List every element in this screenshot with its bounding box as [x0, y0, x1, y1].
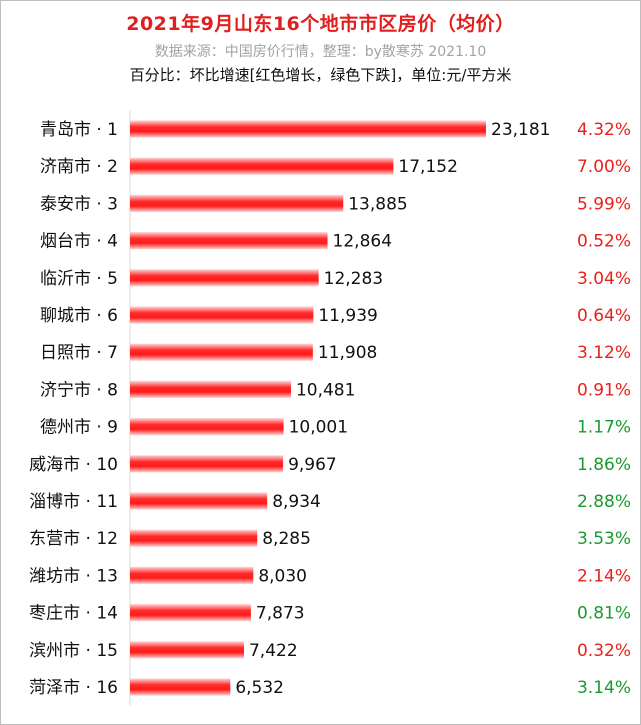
category-label: 济宁市 · 8 — [40, 380, 118, 400]
bar — [130, 529, 258, 547]
value-label: 9,967 — [288, 455, 337, 475]
percent-label: 1.17% — [577, 418, 631, 438]
category-label: 烟台市 · 4 — [40, 232, 118, 252]
percent-label: 5.99% — [577, 194, 631, 214]
percent-label: 0.81% — [577, 604, 631, 624]
category-label: 泰安市 · 3 — [40, 194, 118, 214]
value-label: 11,939 — [318, 306, 377, 326]
chart-subtitle: 数据来源：中国房价行情，整理：by散寒苏 2021.10 — [154, 44, 487, 60]
category-label: 青岛市 · 1 — [40, 120, 118, 140]
category-label: 枣庄市 · 14 — [29, 604, 118, 624]
percent-label: 0.32% — [577, 641, 631, 661]
value-label: 12,864 — [333, 232, 392, 252]
bar — [130, 566, 254, 584]
category-label: 日照市 · 7 — [40, 343, 118, 363]
category-label: 聊城市 · 6 — [40, 306, 118, 326]
percent-label: 0.52% — [577, 232, 631, 252]
category-label: 潍坊市 · 13 — [29, 566, 118, 586]
bar — [130, 269, 319, 287]
category-label: 淄博市 · 11 — [29, 492, 118, 512]
bar — [130, 418, 284, 436]
category-label: 威海市 · 10 — [29, 455, 118, 475]
bar — [130, 194, 344, 212]
value-label: 17,152 — [398, 157, 457, 177]
bar — [130, 306, 314, 324]
value-label: 8,285 — [262, 529, 311, 549]
percent-label: 7.00% — [577, 157, 631, 177]
category-label: 临沂市 · 5 — [40, 269, 118, 289]
bar — [130, 641, 244, 659]
value-label: 7,422 — [249, 641, 298, 661]
percent-label: 3.12% — [577, 343, 631, 363]
bar — [130, 232, 328, 250]
bar — [130, 157, 394, 175]
value-label: 8,030 — [258, 566, 307, 586]
value-label: 13,885 — [348, 194, 407, 214]
percent-label: 2.14% — [577, 566, 631, 586]
value-label: 8,934 — [272, 492, 321, 512]
bar — [130, 120, 486, 138]
bar — [130, 455, 284, 473]
percent-label: 0.91% — [577, 380, 631, 400]
bar — [130, 678, 231, 696]
value-label: 10,001 — [289, 418, 348, 438]
category-label: 滨州市 · 15 — [29, 641, 118, 661]
percent-label: 3.04% — [577, 269, 631, 289]
value-label: 23,181 — [491, 120, 550, 140]
chart-note: 百分比：坏比增速[红色增长，绿色下跌]，单位:元/平方米 — [129, 66, 512, 84]
percent-label: 3.53% — [577, 529, 631, 549]
category-label: 德州市 · 9 — [40, 418, 118, 438]
category-label: 东营市 · 12 — [29, 529, 118, 549]
percent-label: 4.32% — [577, 120, 631, 140]
bar — [130, 380, 291, 398]
percent-label: 2.88% — [577, 492, 631, 512]
value-label: 6,532 — [235, 678, 284, 698]
bar — [130, 604, 251, 622]
percent-label: 3.14% — [577, 678, 631, 698]
value-label: 11,908 — [318, 343, 377, 363]
category-label: 济南市 · 2 — [40, 157, 118, 177]
value-label: 10,481 — [296, 380, 355, 400]
value-label: 12,283 — [324, 269, 383, 289]
percent-label: 1.86% — [577, 455, 631, 475]
bar — [130, 492, 268, 510]
chart-title: 2021年9月山东16个地市市区房价（均价） — [126, 13, 515, 35]
category-label: 菏泽市 · 16 — [29, 678, 118, 698]
bar — [130, 343, 313, 361]
value-label: 7,873 — [256, 604, 305, 624]
percent-label: 0.64% — [577, 306, 631, 326]
